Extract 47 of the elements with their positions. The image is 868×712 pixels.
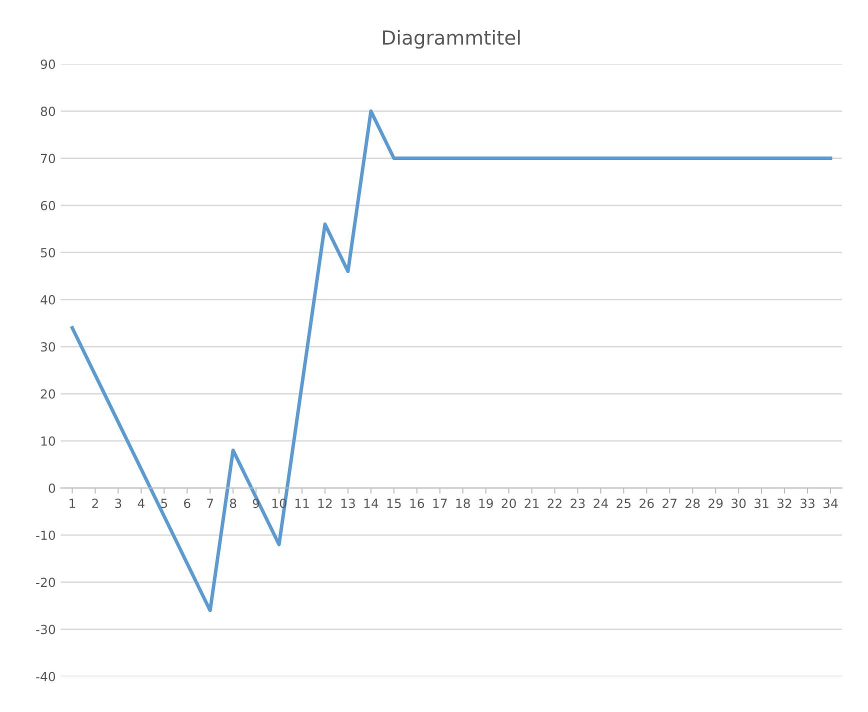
- x-tick-label: 29: [708, 498, 723, 508]
- x-tick-label: 11: [295, 498, 309, 508]
- y-tick-label: 80: [40, 106, 56, 116]
- x-tick-label: 4: [138, 498, 144, 508]
- x-tick-label: 5: [161, 498, 168, 508]
- y-tick-label: 60: [40, 200, 56, 210]
- y-tick-label: 40: [40, 295, 56, 305]
- x-tick-label: 24: [594, 498, 608, 508]
- x-tick-label: 34: [823, 498, 838, 508]
- x-tick-label: 8: [230, 498, 236, 508]
- x-tick-label: 31: [754, 498, 768, 508]
- y-tick-label: 20: [40, 389, 56, 399]
- x-tick-label: 30: [732, 498, 746, 508]
- y-tick-label: 30: [40, 342, 56, 352]
- x-tick-label: 18: [456, 498, 470, 508]
- x-tick-label: 20: [502, 498, 516, 508]
- x-tick-label: 26: [640, 498, 654, 508]
- x-tick-label: 6: [184, 498, 190, 508]
- x-tick-label: 16: [410, 498, 424, 508]
- x-tick-label: 14: [364, 498, 378, 508]
- y-tick-label: -10: [36, 530, 56, 540]
- chart-title: Diagrammtitel: [383, 30, 520, 49]
- x-tick-label: 23: [570, 498, 585, 508]
- x-tick-label: 27: [662, 498, 677, 508]
- x-tick-label: 22: [548, 498, 562, 508]
- y-tick-label: -40: [36, 672, 56, 682]
- y-tick-label: 0: [48, 483, 56, 493]
- x-tick-label: 21: [524, 498, 539, 508]
- x-tick-label: 28: [686, 498, 700, 508]
- y-tick-label: 70: [41, 154, 56, 164]
- x-tick-label: 13: [341, 498, 355, 508]
- x-tick-label: 17: [433, 498, 447, 508]
- x-tick-label: 33: [800, 498, 814, 508]
- x-tick-label: 19: [479, 498, 493, 508]
- x-tick-label: 12: [318, 498, 332, 508]
- x-tick-label: 2: [92, 498, 98, 508]
- x-tick-label: 3: [115, 498, 122, 508]
- y-tick-label: 10: [41, 436, 56, 446]
- x-tick-label: 1: [70, 498, 76, 508]
- y-tick-label: -30: [36, 624, 56, 634]
- y-tick-label: 50: [40, 248, 56, 258]
- x-tick-label: 15: [387, 498, 401, 508]
- x-tick-label: 7: [207, 498, 214, 508]
- y-tick-label: 90: [40, 60, 56, 70]
- y-tick-label: -20: [36, 578, 56, 588]
- x-tick-label: 32: [778, 498, 792, 508]
- x-tick-label: 25: [616, 498, 631, 508]
